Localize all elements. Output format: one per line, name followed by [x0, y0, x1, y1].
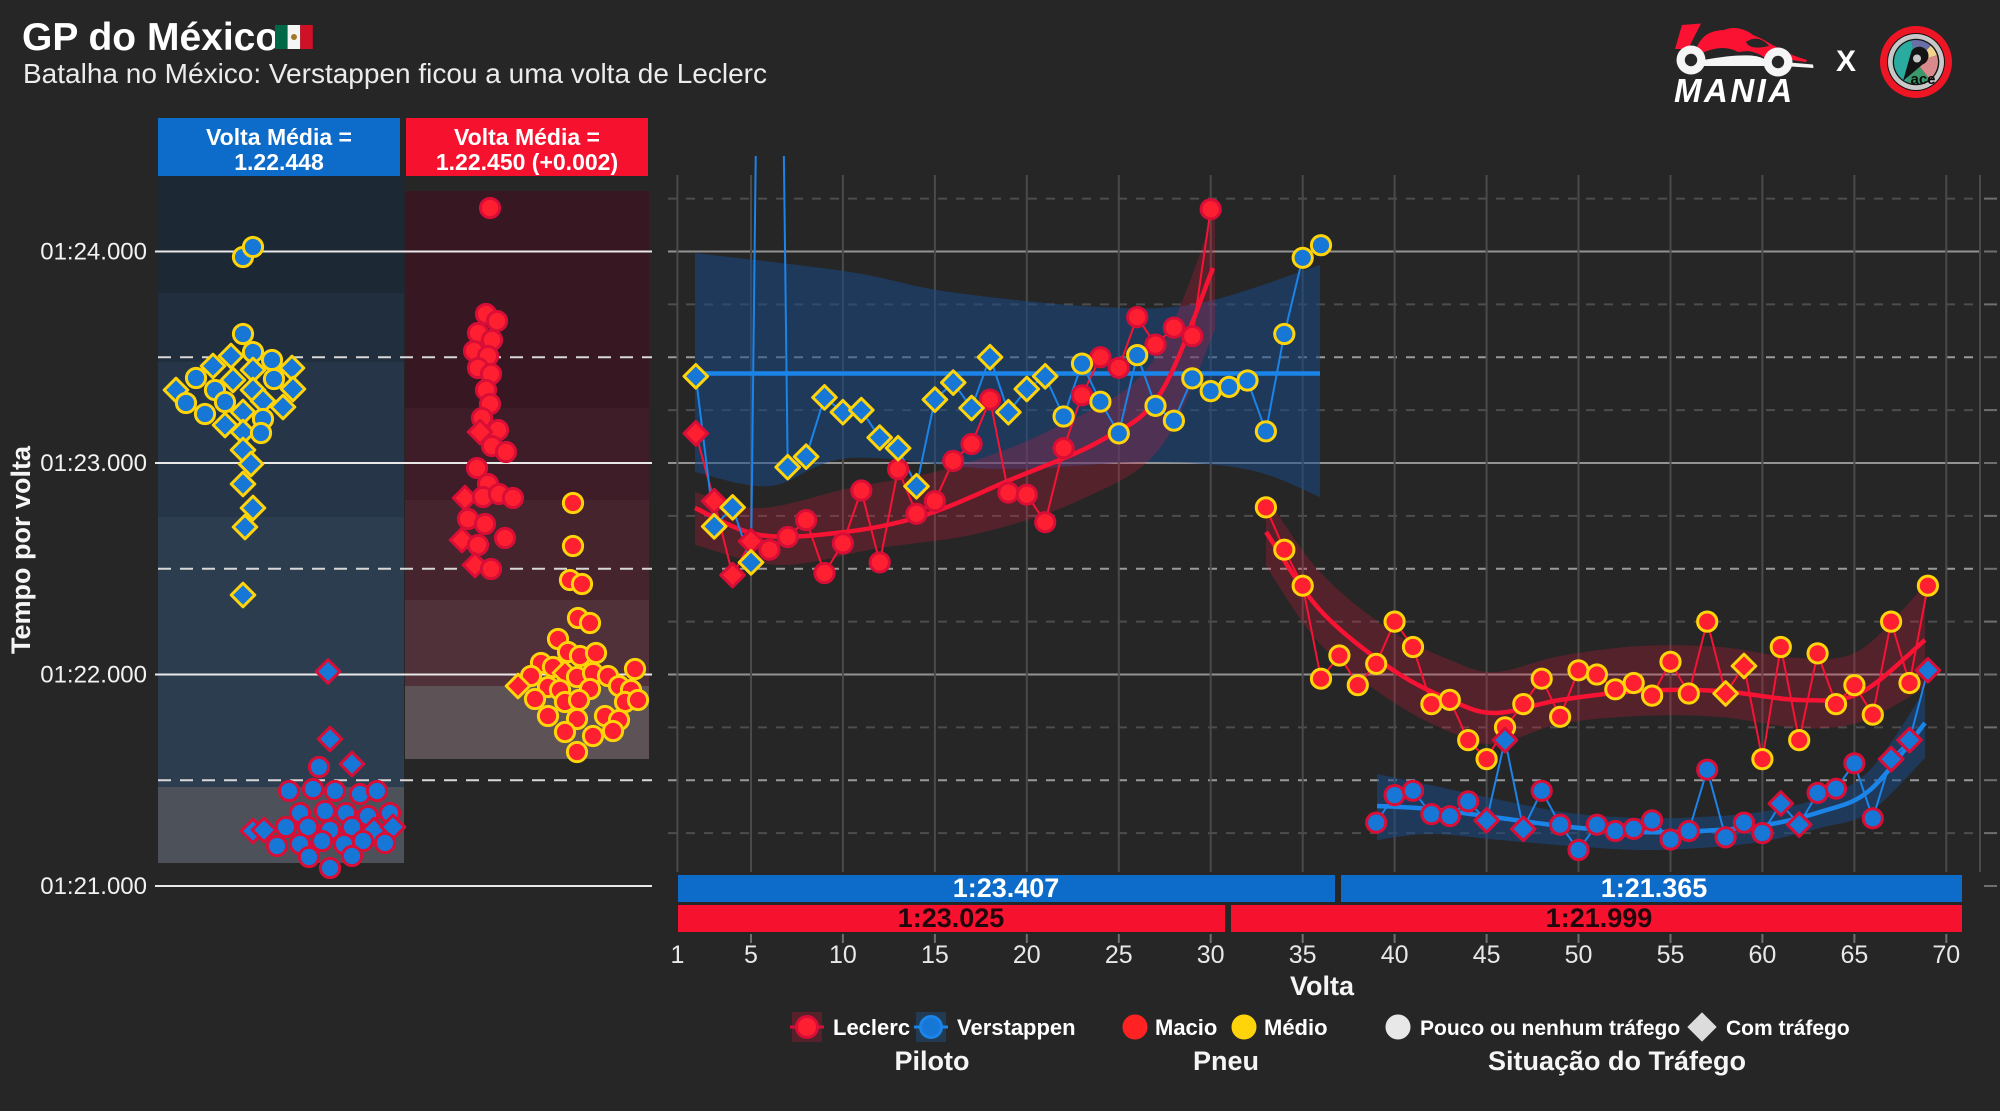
svg-text:ace: ace [1910, 71, 1935, 88]
svg-text:55: 55 [1657, 941, 1685, 969]
svg-text:40: 40 [1381, 941, 1409, 969]
svg-text:30: 30 [1197, 941, 1225, 969]
svg-text:Volta Média =: Volta Média = [454, 124, 600, 150]
svg-text:Verstappen: Verstappen [957, 1015, 1076, 1040]
svg-text:Volta: Volta [1290, 971, 1355, 1001]
svg-text:Tempo por volta: Tempo por volta [6, 445, 36, 654]
svg-text:65: 65 [1840, 941, 1868, 969]
svg-text:45: 45 [1473, 941, 1501, 969]
svg-text:60: 60 [1748, 941, 1776, 969]
svg-text:1: 1 [670, 941, 684, 969]
svg-text:Pneu: Pneu [1193, 1046, 1259, 1076]
svg-text:Com tráfego: Com tráfego [1726, 1017, 1850, 1040]
svg-text:Pouco ou nenhum tráfego: Pouco ou nenhum tráfego [1420, 1017, 1680, 1040]
svg-text:20: 20 [1013, 941, 1041, 969]
svg-text:01:22.000: 01:22.000 [40, 662, 147, 689]
svg-text:GP do México: GP do México [22, 16, 279, 59]
svg-text:5: 5 [744, 941, 758, 969]
svg-text:MANIA: MANIA [1674, 72, 1795, 109]
svg-text:Leclerc: Leclerc [833, 1015, 910, 1040]
svg-text:1:21.999: 1:21.999 [1546, 903, 1653, 933]
svg-text:35: 35 [1289, 941, 1317, 969]
svg-text:1.22.450 (+0.002): 1.22.450 (+0.002) [436, 149, 618, 175]
svg-text:01:23.000: 01:23.000 [40, 450, 147, 477]
svg-text:Batalha no México: Verstappen: Batalha no México: Verstappen ficou a um… [23, 58, 767, 89]
svg-text:70: 70 [1932, 941, 1960, 969]
svg-text:01:24.000: 01:24.000 [40, 239, 147, 266]
svg-text:Volta Média =: Volta Média = [206, 124, 352, 150]
svg-text:1:23.025: 1:23.025 [898, 903, 1005, 933]
svg-text:1:21.365: 1:21.365 [1601, 873, 1708, 903]
svg-text:Situação do Tráfego: Situação do Tráfego [1488, 1046, 1746, 1076]
svg-text:Piloto: Piloto [895, 1046, 970, 1076]
svg-text:01:21.000: 01:21.000 [40, 873, 147, 900]
svg-text:10: 10 [829, 941, 857, 969]
svg-text:25: 25 [1105, 941, 1133, 969]
svg-text:Médio: Médio [1264, 1015, 1328, 1040]
svg-text:Macio: Macio [1155, 1015, 1217, 1040]
svg-text:15: 15 [921, 941, 949, 969]
svg-text:50: 50 [1565, 941, 1593, 969]
svg-text:1:23.407: 1:23.407 [953, 873, 1060, 903]
svg-text:1.22.448: 1.22.448 [234, 149, 324, 175]
svg-text:X: X [1836, 45, 1856, 78]
